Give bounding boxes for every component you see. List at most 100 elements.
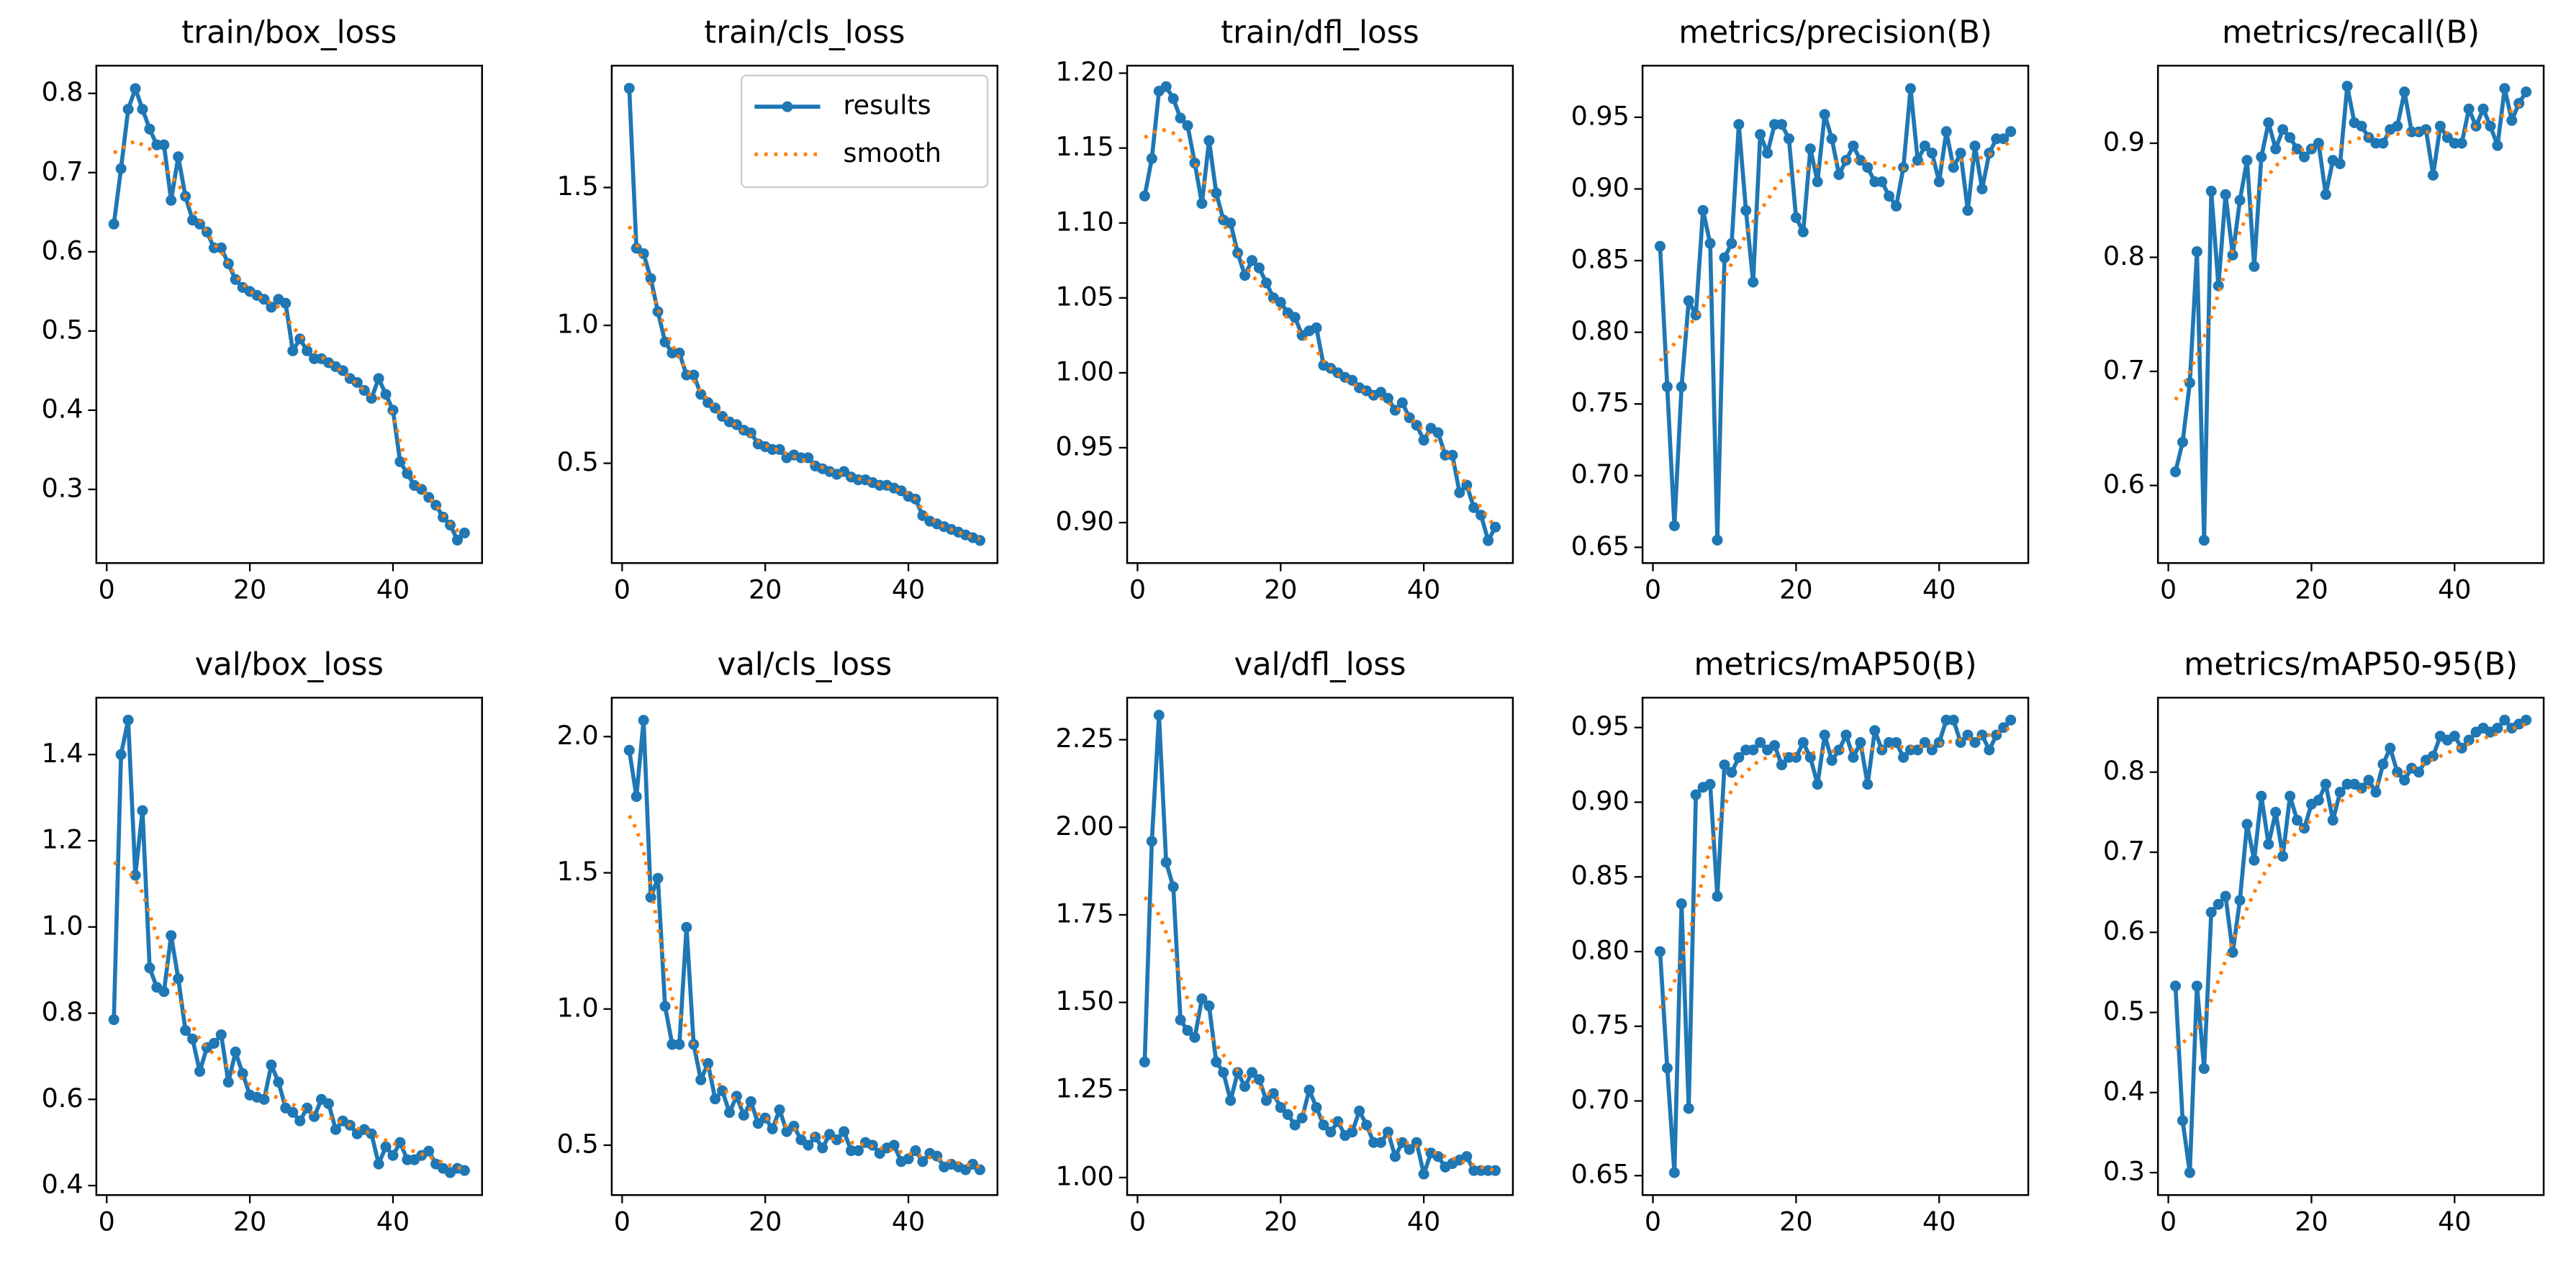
data-point xyxy=(1762,148,1773,159)
data-point xyxy=(230,1046,241,1057)
data-point xyxy=(839,1126,850,1137)
data-point xyxy=(810,1132,821,1143)
subplot-title: metrics/recall(B) xyxy=(2222,14,2480,50)
data-point xyxy=(1884,190,1895,202)
data-point xyxy=(2249,854,2260,866)
data-point xyxy=(1260,277,1272,289)
data-point xyxy=(273,1076,284,1088)
data-point xyxy=(2434,120,2446,132)
y-tick-label: 0.8 xyxy=(42,76,83,107)
data-point xyxy=(1697,204,1709,216)
data-point xyxy=(1840,729,1852,741)
subplot: val/box_loss 0 20 40 0.4 0.6 0.8 1.0 1.2 1.4 xyxy=(42,646,484,1237)
data-point xyxy=(2270,806,2282,818)
data-point xyxy=(1876,176,1888,188)
x-tick-label: 20 xyxy=(749,574,782,605)
data-point xyxy=(394,1137,406,1148)
data-point xyxy=(2463,734,2475,746)
axes-frame xyxy=(95,696,484,1196)
data-point xyxy=(215,242,227,253)
y-tick-label: 0.80 xyxy=(1571,934,1630,965)
data-point xyxy=(373,373,384,384)
data-point xyxy=(1303,1084,1315,1096)
data-point xyxy=(294,1115,306,1127)
data-point xyxy=(1733,751,1745,763)
y-tick-label: 0.3 xyxy=(42,472,83,503)
data-point xyxy=(1275,1102,1286,1114)
data-point xyxy=(1246,1067,1258,1078)
data-point xyxy=(1411,1137,1422,1148)
subplot: train/cls_loss 0 20 40 0.5 1.0 1.5 results smoot… xyxy=(557,14,999,605)
x-tick-label: 0 xyxy=(1645,1206,1661,1237)
data-point xyxy=(2277,124,2289,135)
y-tick-label: 0.90 xyxy=(1571,785,1630,816)
data-point xyxy=(1483,535,1494,546)
data-point xyxy=(2492,722,2503,734)
x-tick-label: 20 xyxy=(233,574,266,605)
data-point xyxy=(1668,520,1680,531)
data-point xyxy=(1175,112,1186,124)
data-point xyxy=(2263,839,2274,850)
data-point xyxy=(222,258,234,269)
data-point xyxy=(1182,1024,1193,1037)
data-point xyxy=(215,1029,227,1040)
data-point xyxy=(623,744,635,756)
data-point xyxy=(745,427,756,438)
data-point xyxy=(2334,786,2346,798)
data-point xyxy=(738,1109,749,1121)
data-point xyxy=(1146,153,1157,164)
y-tick-label: 0.90 xyxy=(1571,172,1630,203)
y-tick-label: 0.5 xyxy=(42,314,83,345)
data-point xyxy=(1160,81,1172,92)
data-point xyxy=(1211,1056,1222,1067)
data-point xyxy=(1797,736,1809,748)
data-point xyxy=(1375,387,1387,398)
data-point xyxy=(2521,86,2532,98)
data-point xyxy=(2256,151,2267,163)
subplot-title: metrics/mAP50(B) xyxy=(1694,646,1976,682)
data-point xyxy=(1755,736,1766,748)
data-point xyxy=(1289,1119,1301,1131)
data-point xyxy=(451,534,463,546)
data-point xyxy=(852,1145,864,1157)
data-point xyxy=(1948,162,1959,173)
data-point xyxy=(1253,1074,1265,1085)
data-point xyxy=(623,83,635,94)
subplot: metrics/mAP50(B) 0 20 40 0.65 0.70 0.75 0.80 0.8… xyxy=(1571,646,2030,1237)
data-point xyxy=(1267,1088,1279,1099)
y-tick-label: 0.80 xyxy=(1571,315,1630,346)
data-point xyxy=(717,1085,728,1096)
data-point xyxy=(1239,270,1251,281)
data-point xyxy=(194,1065,206,1077)
data-point xyxy=(1447,449,1458,461)
data-point xyxy=(2249,261,2260,272)
x-tick-label: 20 xyxy=(2295,1206,2328,1237)
data-point xyxy=(1855,736,1866,748)
data-point xyxy=(302,1102,313,1114)
data-point xyxy=(1654,946,1666,957)
data-point xyxy=(2191,246,2202,258)
series-line xyxy=(627,225,981,541)
data-point xyxy=(1275,297,1286,308)
data-point xyxy=(2499,714,2511,726)
data-point xyxy=(1203,1000,1215,1011)
x-tick-label: 40 xyxy=(1407,574,1440,605)
y-tick-label: 0.6 xyxy=(42,235,83,266)
axes-frame xyxy=(1126,696,1514,1196)
x-tick-label: 20 xyxy=(749,1206,782,1237)
data-point xyxy=(1919,140,1930,152)
data-point xyxy=(1396,397,1408,409)
data-point xyxy=(2234,194,2246,206)
y-tick-label: 0.7 xyxy=(2103,354,2145,385)
data-point xyxy=(1704,238,1716,249)
data-point xyxy=(638,715,649,726)
data-point xyxy=(2463,103,2475,114)
data-point xyxy=(1862,162,1874,173)
series-line xyxy=(628,814,980,1169)
data-point xyxy=(745,1096,756,1107)
data-point xyxy=(1704,779,1716,790)
data-point xyxy=(1712,890,1723,902)
y-tick-label: 1.0 xyxy=(557,992,599,1023)
data-point xyxy=(645,892,656,903)
